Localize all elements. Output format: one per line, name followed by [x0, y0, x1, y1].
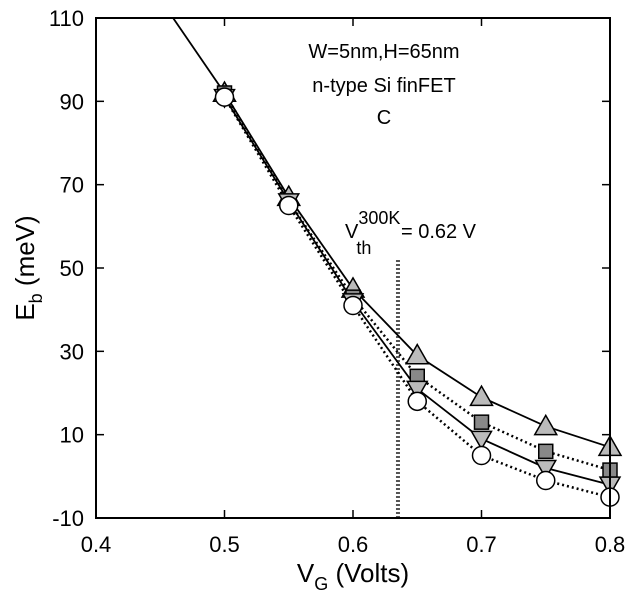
marker-circle [343, 295, 363, 316]
annotation-panel: C [377, 107, 391, 129]
y-tick-label: 30 [60, 339, 84, 364]
marker-triangle-up [404, 342, 430, 365]
y-tick-label: 70 [60, 173, 84, 198]
marker-circle [407, 391, 427, 412]
marker-circle [471, 445, 492, 466]
x-tick-label: 0.5 [209, 532, 240, 557]
marker-triangle-up [469, 384, 494, 407]
y-tick-label: 110 [49, 6, 84, 31]
y-tick-label: 50 [60, 256, 84, 281]
series-markers [212, 80, 623, 507]
annotation-dimensions: W=5nm,H=65nm [308, 41, 459, 63]
threshold-label: V300K th = 0.62 V [345, 208, 477, 258]
series-line-circle [223, 96, 611, 499]
marker-triangle-down [405, 380, 429, 401]
tick-labels: 0.4 0.5 0.6 0.7 0.8 -10 10 30 50 70 90 110 [49, 6, 625, 557]
marker-circle [279, 195, 299, 216]
y-tick-label: 10 [60, 423, 84, 448]
y-tick-label: -10 [52, 506, 84, 531]
series-line-square [223, 92, 611, 472]
marker-triangle-down [534, 459, 558, 480]
y-axis-label: Eb (meV) [10, 215, 46, 320]
plot-frame [95, 17, 611, 519]
x-tick-label: 0.7 [466, 532, 497, 557]
annotation-device: n-type Si finFET [312, 75, 455, 97]
marker-square [473, 414, 490, 430]
marker-square [538, 443, 554, 460]
x-tick-label: 0.4 [81, 532, 112, 557]
x-tick-label: 0.6 [338, 532, 369, 557]
marker-triangle-down [470, 430, 493, 451]
y-tick-label: 90 [60, 89, 84, 114]
marker-circle [536, 470, 556, 491]
x-axis-label: VG (Volts) [297, 558, 409, 594]
marker-triangle-up [533, 413, 559, 436]
x-tick-label: 0.8 [595, 532, 626, 557]
marker-circle [214, 87, 235, 107]
